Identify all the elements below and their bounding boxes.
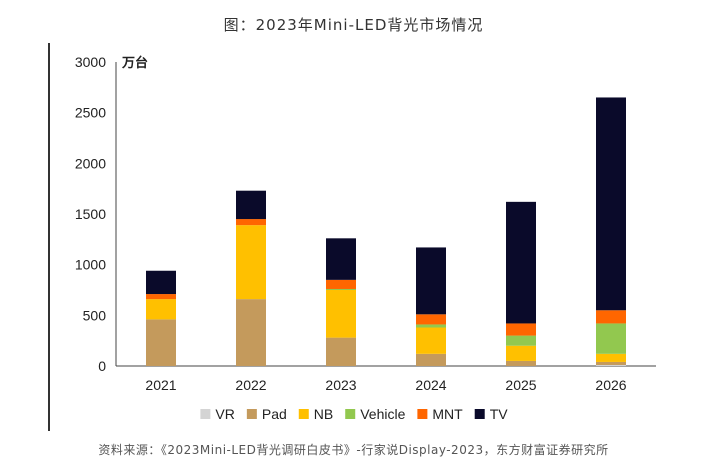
bar-segment-pad [506,360,536,366]
bar-segment-mnt [416,314,446,325]
bar-segment-vehicle [416,324,446,328]
legend-label: Pad [262,406,287,422]
legend-label: TV [490,406,509,422]
x-tick-label: 2024 [415,377,446,393]
legend-item: Pad [246,406,287,422]
bar-segment-vehicle [506,335,536,346]
bar-segment-vehicle [596,323,626,354]
bar-segment-pad [326,337,356,366]
y-tick-label: 500 [83,307,107,323]
bar-segment-mnt [326,279,356,289]
bar-segment-pad [236,299,266,366]
x-tick-label: 2025 [505,377,536,393]
y-tick-label: 2000 [75,155,106,171]
legend-label: MNT [432,406,463,422]
bar-segment-tv [596,97,626,311]
y-tick-label: 1500 [75,206,106,222]
legend-item: TV [474,406,509,422]
bar-segment-tv [506,201,536,324]
bar-segment-mnt [236,219,266,226]
y-tick-label: 2500 [75,105,106,121]
legend-swatch [246,409,257,419]
bar-segment-mnt [146,294,176,300]
bar-segment-vehicle [326,288,356,290]
bar-segment-tv [236,190,266,220]
bar-segment-pad [416,353,446,366]
legend-swatch [298,409,309,419]
legend-swatch [417,409,428,419]
bar-segment-nb [596,353,626,362]
legend-label: Vehicle [360,406,405,422]
bar-segment-tv [326,238,356,280]
legend-label: NB [314,406,333,422]
left-divider [48,43,50,431]
legend-swatch [200,409,211,419]
page-title: 图：2023年Mini-LED背光市场情况 [223,16,484,34]
bar-segment-tv [416,247,446,315]
source-note: 资料来源：《2023Mini-LED背光调研白皮书》-行家说Display-20… [98,443,609,457]
bar-segment-nb [416,327,446,354]
bar-segment-vr [596,364,626,366]
y-tick-label: 3000 [75,54,106,70]
y-unit-label: 万台 [121,55,148,71]
bar-segment-mnt [596,310,626,324]
x-tick-label: 2026 [595,377,626,393]
legend-swatch [345,409,356,419]
bar-segment-nb [146,299,176,320]
x-tick-label: 2021 [145,377,176,393]
legend-swatch [474,409,485,419]
bar-segment-nb [506,345,536,361]
legend-item: VR [200,406,235,422]
y-tick-label: 0 [98,358,106,374]
bar-segment-tv [146,270,176,295]
x-tick-label: 2023 [325,377,356,393]
bar-segment-nb [236,225,266,300]
bar-segment-pad [596,361,626,365]
legend-item: Vehicle [345,406,406,422]
stacked-bar-chart: 0 500 1000 1500 2000 2500 3000 万台 2021 2022 2023 20… [75,54,656,422]
legend-item: NB [298,406,333,422]
bar-segment-nb [326,290,356,338]
y-tick-label: 1000 [75,257,106,273]
x-tick-label: 2022 [235,377,266,393]
bar-segment-mnt [506,323,536,336]
legend-label: VR [215,406,234,422]
legend-item: MNT [417,406,463,422]
bar-segment-pad [146,319,176,366]
